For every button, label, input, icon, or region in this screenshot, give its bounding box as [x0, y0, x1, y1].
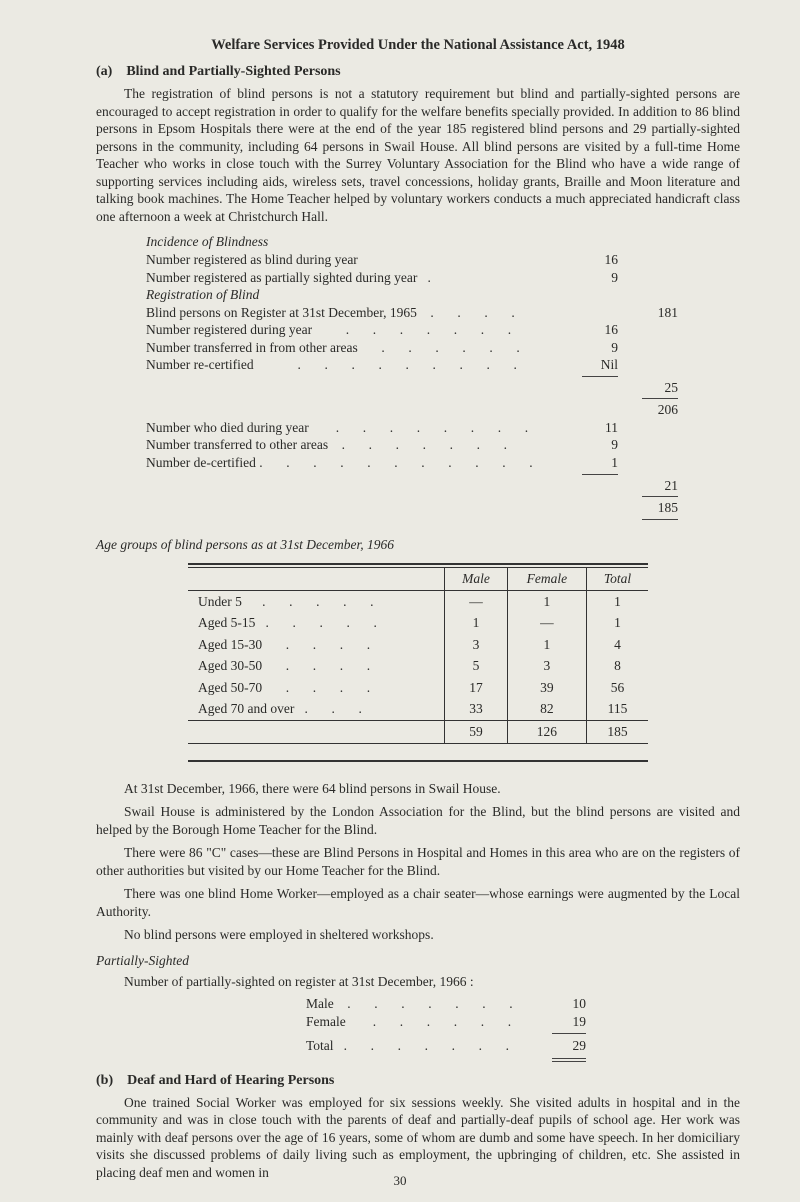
paragraph: No blind persons were employed in shelte…	[96, 926, 740, 944]
table-row: Aged 30-50 . . . . 538	[188, 655, 648, 677]
paragraph: At 31st December, 1966, there were 64 bl…	[96, 780, 740, 798]
partially-sighted-heading: Partially-Sighted	[96, 952, 740, 970]
table-footer: 59 126 185	[188, 720, 648, 743]
age-groups-table: Male Female Total Under 5 . . . . . —11 …	[188, 567, 648, 743]
reg-subtotal: 21	[618, 477, 678, 495]
table-header: Male	[445, 568, 508, 591]
page-title: Welfare Services Provided Under the Nati…	[96, 36, 740, 55]
paragraph: One trained Social Worker was employed f…	[96, 1094, 740, 1182]
reg-label: Number who died during year . . . . . . …	[146, 419, 568, 437]
section-a-heading: (a) Blind and Partially-Sighted Persons	[96, 63, 740, 81]
page-number: 30	[0, 1173, 800, 1190]
table-row: Aged 5-15 . . . . . 1—1	[188, 612, 648, 634]
table-row: Under 5 . . . . . —11	[188, 590, 648, 612]
reg-total: 185	[618, 499, 678, 517]
paragraph: The registration of blind persons is not…	[96, 85, 740, 225]
age-groups-heading: Age groups of blind persons as at 31st D…	[96, 536, 740, 554]
ps-value: 10	[536, 995, 586, 1013]
reg-label: Number transferred to other areas . . . …	[146, 436, 568, 454]
ps-label: Male . . . . . . .	[306, 995, 536, 1013]
paragraph: Swail House is administered by the Londo…	[96, 803, 740, 838]
ps-label: Total . . . . . . .	[306, 1037, 536, 1055]
reg-value: 9	[568, 269, 618, 287]
reg-subtotal: 206	[618, 401, 678, 419]
ps-total: 29	[536, 1037, 586, 1055]
reg-value: 1	[568, 454, 618, 472]
table-row: Aged 50-70 . . . . 173956	[188, 677, 648, 699]
partially-sighted-block: Male . . . . . . . 10 Female . . . . . .…	[306, 995, 586, 1062]
reg-value: 9	[568, 436, 618, 454]
reg-subhead: Registration of Blind	[146, 286, 678, 304]
table-header	[188, 568, 445, 591]
registration-block: Incidence of Blindness Number registered…	[146, 233, 678, 521]
reg-subtotal: 25	[618, 379, 678, 397]
reg-label: Number de-certified . . . . . . . . . . …	[146, 454, 568, 472]
reg-value: 9	[568, 339, 618, 357]
reg-value: Nil	[568, 356, 618, 374]
section-b-heading: (b) Deaf and Hard of Hearing Persons	[96, 1072, 740, 1090]
table-row: Aged 70 and over . . . 3382115	[188, 698, 648, 720]
table-row: Aged 15-30 . . . . 314	[188, 634, 648, 656]
reg-label: Number re-certified . . . . . . . . .	[146, 356, 568, 374]
reg-value: 181	[618, 304, 678, 322]
reg-label: Number registered during year . . . . . …	[146, 321, 568, 339]
reg-label: Number registered as blind during year	[146, 251, 568, 269]
ps-value: 19	[536, 1013, 586, 1031]
ps-label: Female . . . . . .	[306, 1013, 536, 1031]
paragraph: There was one blind Home Worker—employed…	[96, 885, 740, 920]
reg-value: 11	[568, 419, 618, 437]
paragraph: Number of partially-sighted on register …	[96, 973, 740, 991]
reg-label: Number transferred in from other areas .…	[146, 339, 568, 357]
table-header: Female	[507, 568, 586, 591]
reg-label: Number registered as partially sighted d…	[146, 269, 568, 287]
reg-label: Blind persons on Register at 31st Decemb…	[146, 304, 568, 322]
table-header: Total	[586, 568, 648, 591]
paragraph: There were 86 "C" cases—these are Blind …	[96, 844, 740, 879]
reg-value: 16	[568, 251, 618, 269]
reg-value: 16	[568, 321, 618, 339]
reg-subhead: Incidence of Blindness	[146, 233, 678, 251]
